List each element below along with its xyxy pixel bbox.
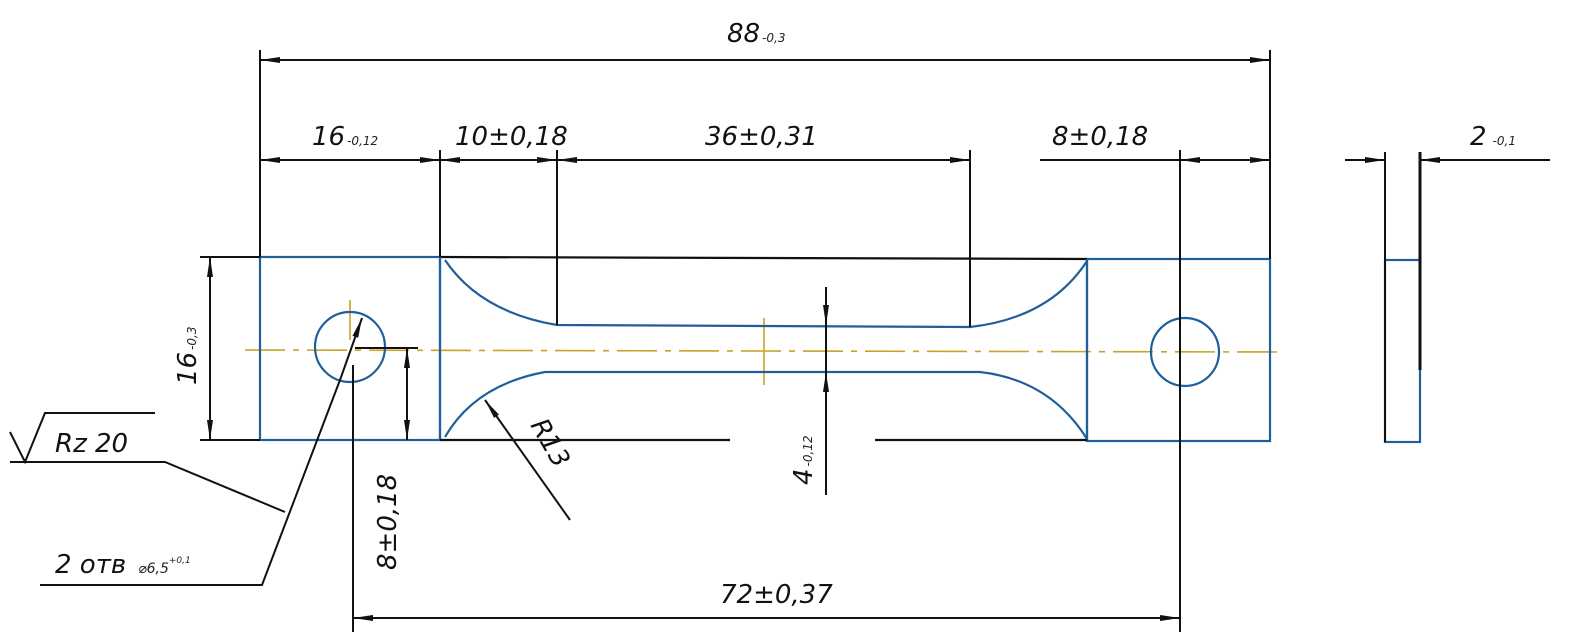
label-grip-length: 16 -0,12 — [312, 122, 378, 152]
part-front-view — [258, 255, 1272, 443]
label-holes: 2 отв ⌀6,5+0,1 — [55, 550, 191, 580]
gauge-bottom-edge — [444, 370, 1088, 440]
gauge-top-edge — [444, 259, 1088, 329]
label-width: 16-0,3 — [173, 326, 203, 385]
label-gauge-width: 4-0,12 — [789, 435, 819, 485]
label-overall-length: 88 -0,3 — [727, 19, 786, 49]
extension-lines — [200, 50, 1271, 632]
hole-leader — [40, 379, 341, 586]
label-hole-offset: 8±0,18 — [1052, 122, 1148, 152]
label-gauge-length: 36±0,31 — [705, 122, 818, 152]
right-hole — [1149, 316, 1221, 388]
label-hole-spacing: 72±0,37 — [720, 580, 833, 610]
label-transition-length: 10±0,18 — [455, 122, 568, 152]
label-hole-center-height: 8±0,18 — [373, 474, 403, 570]
roughness-symbol — [9, 412, 155, 465]
roughness-leader — [10, 461, 286, 513]
right-grip — [1085, 257, 1272, 443]
label-roughness: Rz 20 — [55, 429, 128, 459]
radius-leader — [484, 399, 571, 521]
label-fillet-radius: R13 — [524, 414, 576, 473]
part-side-view — [1383, 152, 1422, 444]
label-thickness: 2 -0,1 — [1470, 122, 1516, 152]
